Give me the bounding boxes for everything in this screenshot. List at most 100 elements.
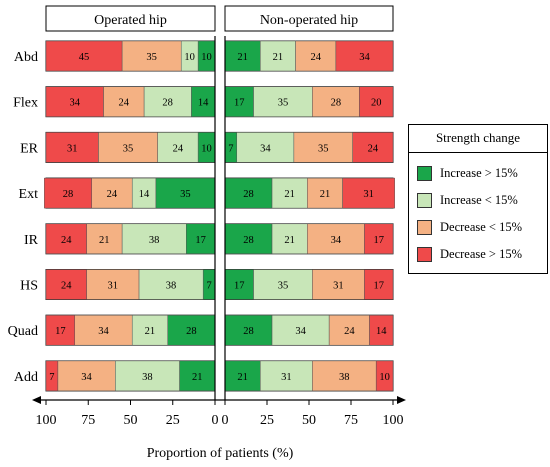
data-label: 24 [118, 98, 129, 109]
bar-segment [328, 314, 370, 346]
data-label: 21 [237, 372, 248, 383]
category-label: Abd [14, 50, 38, 65]
data-label: 34 [81, 372, 92, 383]
tick-label: 50 [302, 413, 316, 428]
bar-segment [364, 269, 394, 300]
panel-header-box [224, 5, 394, 32]
legend-item-increase-gt15: Increase > 15% [417, 165, 518, 181]
bar-segment [342, 177, 395, 209]
bar-segment [179, 360, 216, 392]
bar-segment [121, 223, 187, 255]
bar-segment [45, 132, 99, 163]
data-label: 7 [206, 281, 211, 292]
tick-label: 75 [344, 413, 358, 428]
tick-label: 75 [81, 413, 95, 428]
data-label: 10 [379, 372, 390, 383]
bar-segment [45, 360, 59, 392]
data-label: 28 [243, 235, 254, 246]
data-label: 28 [162, 98, 173, 109]
data-label: 17 [195, 235, 206, 246]
data-label: 20 [371, 98, 382, 109]
data-label: 17 [373, 235, 384, 246]
data-label: 14 [198, 98, 209, 109]
data-label: 31 [67, 143, 78, 154]
data-label: 28 [243, 326, 254, 337]
data-label: 28 [243, 189, 254, 200]
data-label: 45 [79, 52, 90, 63]
data-label: 34 [69, 98, 80, 109]
data-label: 17 [234, 98, 245, 109]
tick-label: 0 [212, 413, 219, 428]
data-label: 21 [320, 189, 331, 200]
bar-segment [253, 86, 313, 117]
axis-arrow-left [32, 396, 41, 404]
bar-segment [224, 360, 261, 392]
data-label: 21 [273, 52, 284, 63]
data-label: 24 [310, 52, 321, 63]
bar-segment [352, 132, 394, 163]
data-label: 7 [228, 143, 233, 154]
category-label: Quad [8, 324, 38, 339]
data-label: 35 [180, 189, 191, 200]
data-label: 34 [98, 326, 109, 337]
bar-segment [121, 40, 182, 72]
bar-segment [138, 269, 204, 300]
tick-label: 25 [260, 413, 274, 428]
bar-segment [312, 86, 360, 117]
bar-segment [260, 40, 296, 72]
category-label: Ext [19, 187, 39, 202]
bar-segment [45, 223, 87, 255]
bar-segment [155, 177, 216, 209]
bar-segment [335, 40, 394, 72]
bar-segment [312, 360, 377, 392]
bar-segment [271, 223, 308, 255]
data-label: 7 [49, 372, 54, 383]
legend-label: Decrease > 15% [440, 246, 523, 261]
data-label: 21 [284, 235, 295, 246]
data-label: 34 [359, 52, 370, 63]
bar-segment [103, 86, 145, 117]
panel-header: Non-operated hip [260, 13, 358, 28]
legend-label: Increase < 15% [440, 192, 518, 207]
legend-swatch [417, 246, 432, 262]
axis-arrow-right [397, 396, 406, 404]
data-label: 31 [281, 372, 292, 383]
data-label: 21 [99, 235, 110, 246]
data-label: 34 [331, 235, 342, 246]
data-label: 21 [145, 326, 156, 337]
bar-segment [45, 86, 104, 117]
bar-segment [91, 177, 133, 209]
data-label: 35 [318, 143, 329, 154]
data-label: 28 [331, 98, 342, 109]
data-label: 31 [333, 281, 344, 292]
bar-segment [98, 132, 158, 163]
tick-label: 100 [36, 413, 57, 428]
category-label: Add [14, 370, 38, 385]
data-label: 21 [192, 372, 203, 383]
bar-segment [115, 360, 180, 392]
data-label: 31 [108, 281, 119, 292]
legend-item-increase-lt15: Increase < 15% [417, 192, 518, 208]
bar-segment [157, 132, 199, 163]
data-label: 38 [142, 372, 153, 383]
bar-segment [253, 269, 313, 300]
data-label: 21 [237, 52, 248, 63]
data-label: 14 [376, 326, 387, 337]
data-label: 17 [373, 281, 384, 292]
legend-swatch [417, 192, 432, 208]
bar-segment [271, 314, 330, 346]
category-label: ER [20, 141, 39, 156]
bar-segment [57, 360, 116, 392]
data-label: 14 [139, 189, 150, 200]
tick-label: 0 [222, 413, 229, 428]
bar-segment [236, 132, 295, 163]
panel-header-box [45, 5, 216, 32]
legend-label: Decrease < 15% [440, 219, 523, 234]
data-label: 35 [123, 143, 134, 154]
bar-segment [359, 86, 394, 117]
bar-segment [44, 177, 92, 209]
data-label: 24 [107, 189, 118, 200]
data-label: 38 [149, 235, 160, 246]
legend-item-decrease-gt15: Decrease > 15% [417, 246, 522, 262]
